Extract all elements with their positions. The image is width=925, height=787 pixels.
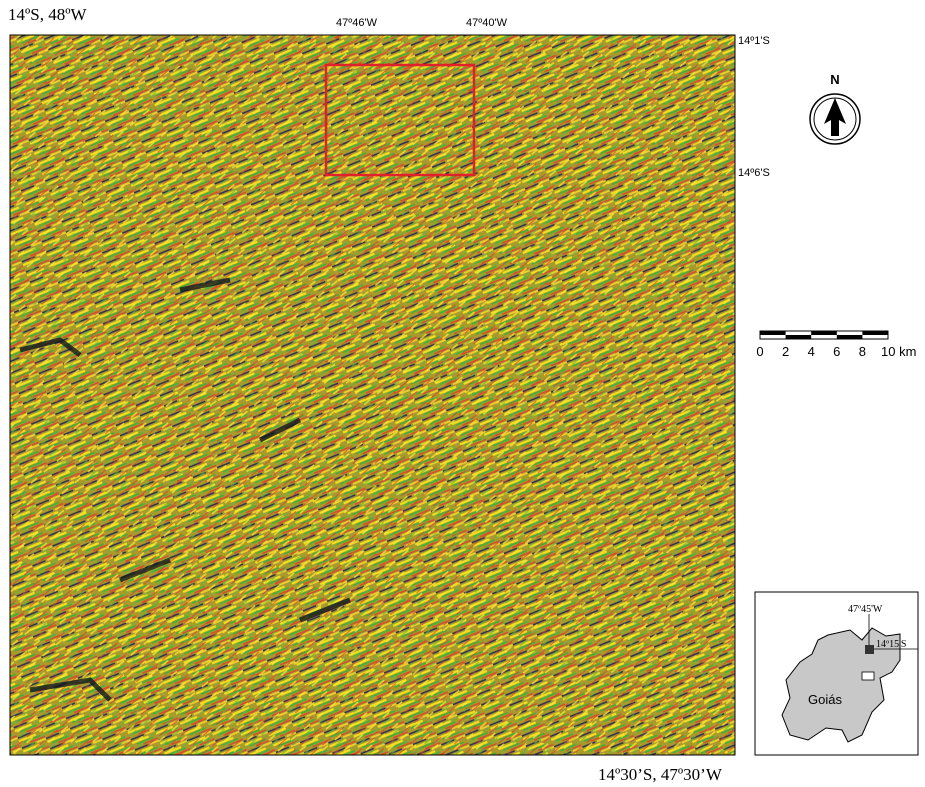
longitude-label: 47º40'W (466, 17, 508, 29)
scale-label: 0 (756, 344, 763, 359)
north-label: N (830, 72, 839, 87)
corner-label: 14º30’S, 47º30’W (598, 765, 723, 784)
scale-label: 4 (808, 344, 815, 359)
inset-latitude: 14º15'S (876, 639, 906, 650)
latitude-label: 14º1'S (738, 35, 770, 47)
longitude-label: 47º46'W (336, 17, 378, 29)
scale-label: 6 (833, 344, 840, 359)
north-arrow: N (810, 72, 860, 144)
inset-map: 47º45'W 14º15'S Goiás (755, 592, 918, 755)
scale-label: 8 (859, 344, 866, 359)
scale-label: 10 km (881, 344, 916, 359)
page: 14ºS, 48ºW 14º30’S, 47º30’W 47º46'W 47º4… (0, 0, 925, 787)
scale-label: 2 (782, 344, 789, 359)
inset-longitude: 47º45'W (848, 604, 883, 615)
inset-state: Goiás (808, 692, 842, 707)
latitude-label: 14º6'S (738, 167, 770, 179)
corner-label: 14ºS, 48ºW (8, 5, 87, 24)
scale-bar: 0 2 4 6 8 10 km (756, 331, 916, 359)
map-image (10, 35, 735, 755)
